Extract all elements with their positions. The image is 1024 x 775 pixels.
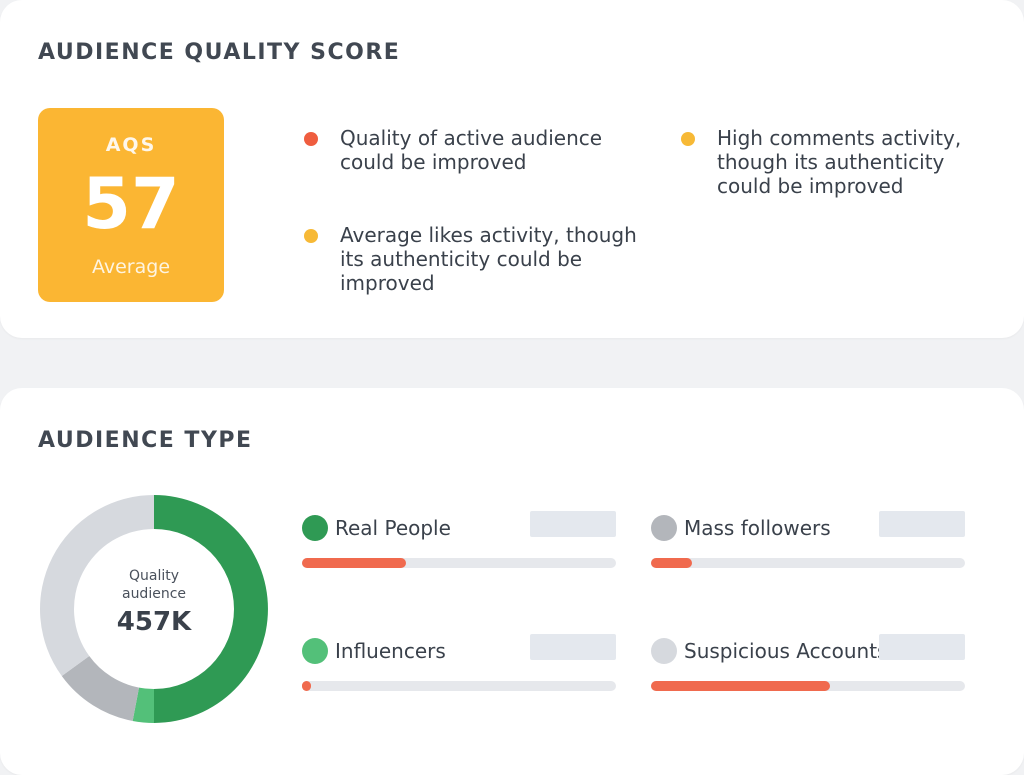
metric-value-placeholder: [879, 511, 965, 537]
aqs-rating: Average: [91, 256, 171, 278]
progress-fill: [651, 558, 692, 568]
metric-influencers: Influencers: [302, 634, 616, 708]
donut-segment-suspicious-accounts: [39, 495, 154, 677]
legend-dot-icon: [302, 638, 328, 664]
metric-mass-followers: Mass followers: [651, 511, 965, 585]
progress-track: [302, 558, 616, 568]
aqs-label: AQS: [105, 134, 157, 156]
progress-track: [651, 681, 965, 691]
audience-quality-score-card: AUDIENCE QUALITY SCORE AQS 57 Average Qu…: [0, 0, 1024, 338]
metric-label: Suspicious Accounts: [684, 639, 888, 663]
donut-segment-influencers: [132, 687, 154, 723]
legend-dot-icon: [302, 515, 328, 541]
progress-track: [302, 681, 616, 691]
insight-text: Quality of active audience could be impr…: [340, 126, 603, 174]
metric-label: Mass followers: [684, 516, 831, 540]
insight-text: Average likes activity, though its authe…: [340, 223, 637, 295]
legend-dot-icon: [651, 638, 677, 664]
section-title-aqs: AUDIENCE QUALITY SCORE: [38, 40, 401, 65]
aqs-score-box: AQS 57 Average: [38, 108, 224, 302]
insight-text: High comments activity, though its authe…: [717, 126, 962, 198]
donut-value: 457K: [116, 607, 192, 637]
audience-type-card: AUDIENCE TYPE Quality audience 457K Real…: [0, 388, 1024, 775]
metric-value-placeholder: [530, 634, 616, 660]
progress-fill: [302, 558, 406, 568]
section-title-audience-type: AUDIENCE TYPE: [38, 428, 253, 453]
status-dot-icon: [304, 132, 318, 146]
donut-caption: Quality audience: [121, 568, 187, 602]
donut-center: Quality audience 457K: [38, 493, 270, 725]
metric-label: Real People: [335, 516, 451, 540]
donut-segment-real-people: [154, 495, 268, 723]
metric-value-placeholder: [530, 511, 616, 537]
metric-value-placeholder: [879, 634, 965, 660]
status-dot-icon: [304, 229, 318, 243]
progress-track: [651, 558, 965, 568]
audience-donut-chart: [39, 495, 268, 723]
status-dot-icon: [681, 132, 695, 146]
metric-real-people: Real People: [302, 511, 616, 585]
progress-fill: [651, 681, 830, 691]
donut-segment-mass-followers: [61, 656, 140, 721]
metric-suspicious-accounts: Suspicious Accounts: [651, 634, 965, 708]
aqs-score-value: 57: [82, 163, 180, 245]
legend-dot-icon: [651, 515, 677, 541]
metric-label: Influencers: [335, 639, 446, 663]
progress-fill: [302, 681, 312, 691]
